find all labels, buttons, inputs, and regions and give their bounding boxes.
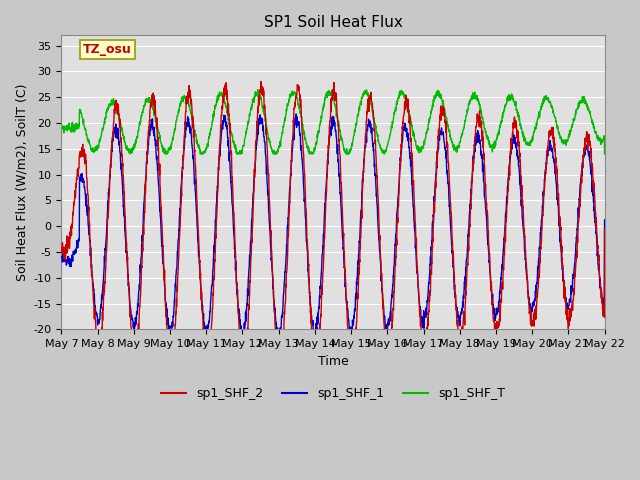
sp1_SHF_2 (601, 226, 609, 231)
sp1_SHF_T (349, 137, 357, 143)
sp1_SHF_1 (209, 267, 217, 273)
sp1_SHF_1 (361, 144, 369, 150)
Y-axis label: Soil Heat Flux (W/m2), SoilT (C): Soil Heat Flux (W/m2), SoilT (C) (15, 84, 28, 281)
sp1_SHF_2 (349, 349, 357, 355)
sp1_SHF_T (254, 87, 262, 93)
sp1_SHF_T (361, 89, 369, 95)
sp1_SHF_T (553, 122, 561, 128)
sp1_SHF_1 (601, 217, 609, 223)
X-axis label: Time: Time (317, 355, 348, 368)
sp1_SHF_1 (349, 322, 357, 328)
sp1_SHF_T (601, 151, 609, 157)
sp1_SHF_2 (553, 167, 561, 172)
Title: SP1 Soil Heat Flux: SP1 Soil Heat Flux (264, 15, 403, 30)
Legend: sp1_SHF_2, sp1_SHF_1, sp1_SHF_T: sp1_SHF_2, sp1_SHF_1, sp1_SHF_T (156, 383, 510, 406)
sp1_SHF_T (209, 111, 217, 117)
sp1_SHF_T (568, 123, 576, 129)
sp1_SHF_2 (240, 368, 248, 373)
Text: TZ_osu: TZ_osu (83, 43, 132, 56)
sp1_SHF_T (126, 151, 134, 157)
sp1_SHF_1 (58, 253, 65, 259)
sp1_SHF_T (58, 124, 65, 130)
sp1_SHF_2 (568, 307, 576, 313)
Line: sp1_SHF_2: sp1_SHF_2 (61, 82, 605, 371)
sp1_SHF_2 (361, 145, 369, 151)
sp1_SHF_T (492, 142, 499, 147)
sp1_SHF_1 (292, 111, 300, 117)
Line: sp1_SHF_T: sp1_SHF_T (61, 90, 605, 154)
sp1_SHF_1 (553, 196, 561, 202)
sp1_SHF_1 (239, 338, 246, 344)
sp1_SHF_1 (568, 288, 576, 294)
sp1_SHF_1 (492, 318, 499, 324)
sp1_SHF_2 (492, 329, 499, 335)
sp1_SHF_2 (58, 247, 65, 252)
sp1_SHF_2 (209, 301, 217, 307)
Line: sp1_SHF_1: sp1_SHF_1 (61, 114, 605, 341)
sp1_SHF_2 (257, 79, 265, 84)
